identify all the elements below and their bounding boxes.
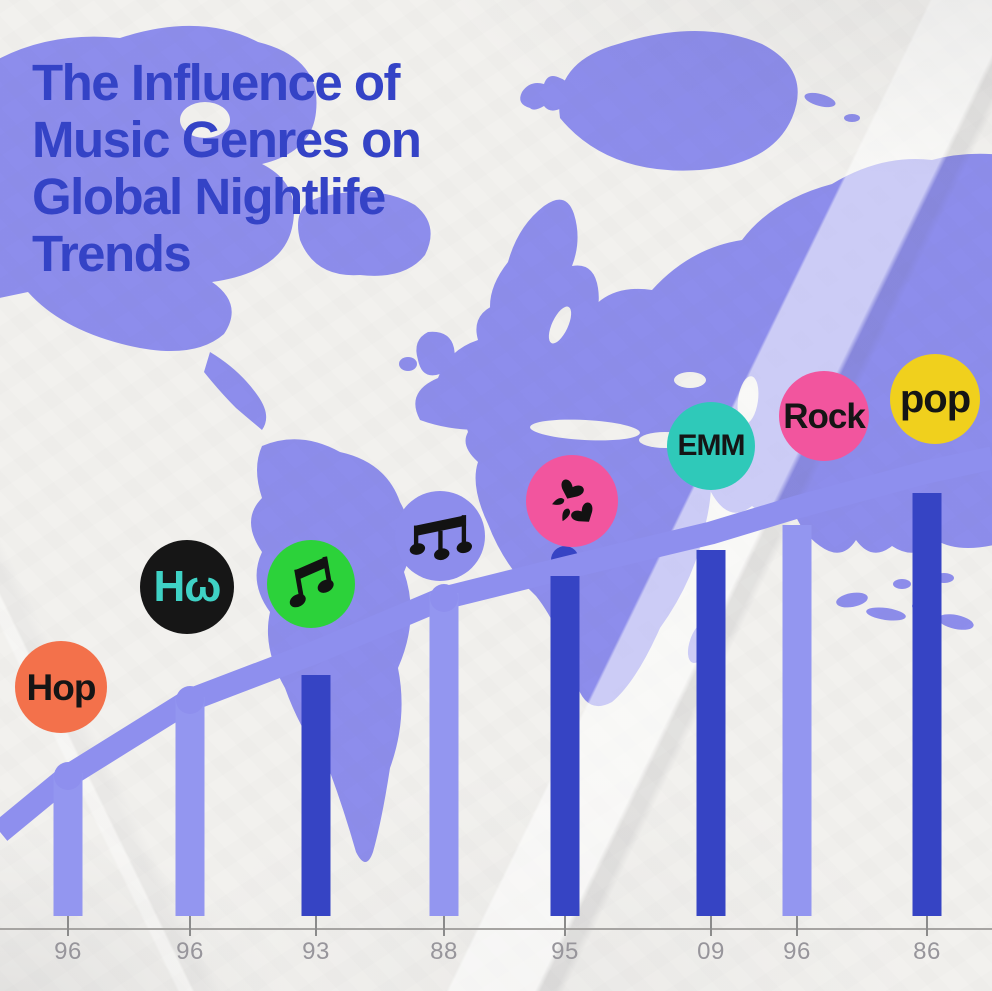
bar-6 (696, 550, 726, 916)
trend-line (0, 446, 992, 841)
trend-node (430, 584, 458, 612)
axis-label-2: 96 (176, 938, 204, 965)
axis-label-1: 96 (54, 938, 82, 965)
petal-burst-icon (552, 479, 593, 522)
genre-badge-hop: Hop (15, 641, 107, 733)
genre-badge-hw: Hω (140, 540, 234, 634)
genre-badge-label: Hop (26, 666, 97, 708)
genre-badge-rock: Rock (779, 371, 869, 461)
genre-badge-note-double (267, 540, 355, 628)
axis-label-5: 95 (551, 938, 579, 965)
genre-badge-label: Rock (783, 396, 866, 436)
genre-badge-label: Hω (153, 562, 222, 611)
genre-badge-pop: pop (890, 354, 980, 444)
double-note-icon (289, 556, 334, 608)
genre-badge-petal-burst (526, 455, 618, 547)
genre-badge-label: pop (899, 377, 971, 421)
genre-badge-note-triple (395, 491, 485, 581)
bar-2 (175, 697, 205, 916)
bar-4 (429, 593, 459, 916)
trend-node (54, 762, 82, 790)
page-title: The Influence of Music Genres on Global … (32, 54, 422, 283)
bar-5 (550, 576, 580, 916)
genre-badge-label: EMM (677, 429, 746, 462)
bar-3 (301, 675, 331, 916)
trend-node (176, 686, 204, 714)
triple-note-icon (409, 515, 473, 561)
bar-1 (53, 773, 83, 916)
axis-label-6: 09 (697, 938, 725, 965)
genre-badge-emm: EMM (667, 402, 755, 490)
axis-label-7: 96 (783, 938, 811, 965)
bar-8 (912, 493, 942, 916)
axis-label-4: 88 (430, 938, 458, 965)
axis-label-3: 93 (302, 938, 330, 965)
axis-label-8: 86 (913, 938, 941, 965)
bar-7 (782, 525, 812, 916)
